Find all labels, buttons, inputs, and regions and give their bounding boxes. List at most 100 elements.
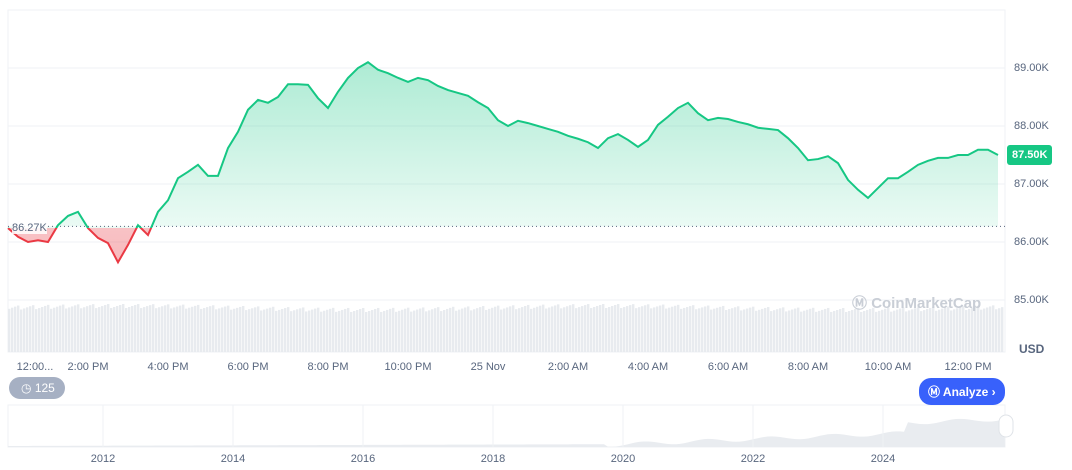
volume-bar <box>929 307 932 352</box>
volume-bar <box>617 304 620 352</box>
volume-bar <box>920 311 923 352</box>
volume-bar <box>494 306 497 352</box>
volume-bar <box>836 309 839 352</box>
volume-bar <box>425 311 428 352</box>
navigator-handle[interactable] <box>998 414 1014 438</box>
volume-bar <box>626 306 629 352</box>
volume-bar <box>743 309 746 352</box>
year-label: 2020 <box>610 453 636 465</box>
volume-bar <box>656 306 659 352</box>
volume-bar <box>548 307 551 352</box>
volume-bar <box>440 311 443 352</box>
volume-bar <box>125 308 128 352</box>
volume-bar <box>995 309 998 352</box>
volume-bar <box>461 308 464 352</box>
volume-bar <box>452 306 455 352</box>
watermark-text: CoinMarketCap <box>871 295 982 312</box>
history-button[interactable]: ◷ 125 <box>9 377 65 399</box>
volume-bar <box>725 310 728 352</box>
volume-bar <box>944 307 947 352</box>
volume-bar <box>791 309 794 352</box>
volume-bar <box>719 306 722 352</box>
volume-bar <box>308 310 311 352</box>
volume-bar <box>596 306 599 352</box>
volume-bar <box>653 307 656 352</box>
volume-bar <box>95 308 98 352</box>
logo-icon: Ⓜ <box>852 295 868 312</box>
volume-bar <box>299 308 302 352</box>
volume-bar <box>215 309 218 352</box>
volume-bar <box>170 308 173 352</box>
volume-bar <box>977 305 980 352</box>
volume-bar <box>950 310 953 352</box>
volume-bar <box>623 307 626 352</box>
volume-bar <box>554 305 557 352</box>
volume-bar <box>692 305 695 352</box>
volume-bar <box>212 305 215 352</box>
volume-bar <box>347 307 350 352</box>
volume-bar <box>65 308 68 352</box>
volume-bar <box>410 311 413 352</box>
volume-bar <box>326 309 329 352</box>
volume-bar <box>581 306 584 352</box>
volume-bar <box>137 304 140 352</box>
volume-bar <box>281 308 284 352</box>
volume-bar <box>200 308 203 352</box>
volume-bar <box>35 309 38 352</box>
year-label: 2012 <box>90 453 116 465</box>
volume-bar <box>647 304 650 352</box>
volume-bar <box>875 311 878 352</box>
volume-bar <box>971 307 974 352</box>
volume-bar <box>767 307 770 352</box>
volume-bar <box>371 309 374 352</box>
volume-bar <box>116 306 119 352</box>
volume-bar <box>434 308 437 352</box>
volume-bar <box>629 305 632 352</box>
volume-bar <box>428 310 431 352</box>
clock-icon: ◷ <box>21 381 32 395</box>
volume-bar <box>464 307 467 352</box>
volume-bar <box>224 306 227 352</box>
volume-bar <box>305 311 308 352</box>
coinmarketcap-watermark: Ⓜ CoinMarketCap <box>852 292 981 313</box>
volume-bar <box>383 310 386 352</box>
volume-bar <box>560 308 563 352</box>
volume-bar <box>245 310 248 352</box>
volume-bar <box>386 309 389 352</box>
volume-bar <box>611 306 614 352</box>
volume-bar <box>974 306 977 352</box>
x-tick-label: 2:00 AM <box>547 361 589 373</box>
volume-bar <box>914 308 917 352</box>
analyze-button[interactable]: Ⓜ Analyze › <box>919 378 1005 405</box>
volume-bar <box>851 309 854 352</box>
volume-bar <box>956 308 959 352</box>
volume-bar <box>602 304 605 352</box>
volume-bar <box>251 308 254 352</box>
volume-bar <box>677 304 680 352</box>
volume-bar <box>362 307 365 352</box>
volume-bar <box>269 307 272 352</box>
volume-bar <box>572 304 575 352</box>
volume-bar <box>317 307 320 352</box>
year-label: 2024 <box>870 453 896 465</box>
volume-bar <box>953 309 956 352</box>
volume-bar <box>527 304 530 352</box>
volume-bar <box>182 304 185 352</box>
volume-bar <box>524 305 527 352</box>
current-price-label: 87.50K <box>1007 145 1053 165</box>
volume-bar <box>398 310 401 352</box>
volume-bar <box>341 309 344 352</box>
volume-bar <box>20 309 23 352</box>
volume-bar <box>113 307 116 352</box>
volume-bar <box>413 310 416 352</box>
x-tick-label: 12:00 PM <box>944 361 992 373</box>
y-tick-label: 89.00K <box>1014 62 1049 74</box>
volume-bar <box>218 308 221 352</box>
volume-bar <box>518 308 521 352</box>
volume-bar <box>557 304 560 352</box>
volume-bar <box>488 308 491 352</box>
volume-bar <box>932 306 935 352</box>
x-tick-label: 8:00 AM <box>787 361 829 373</box>
volume-bar <box>584 305 587 352</box>
